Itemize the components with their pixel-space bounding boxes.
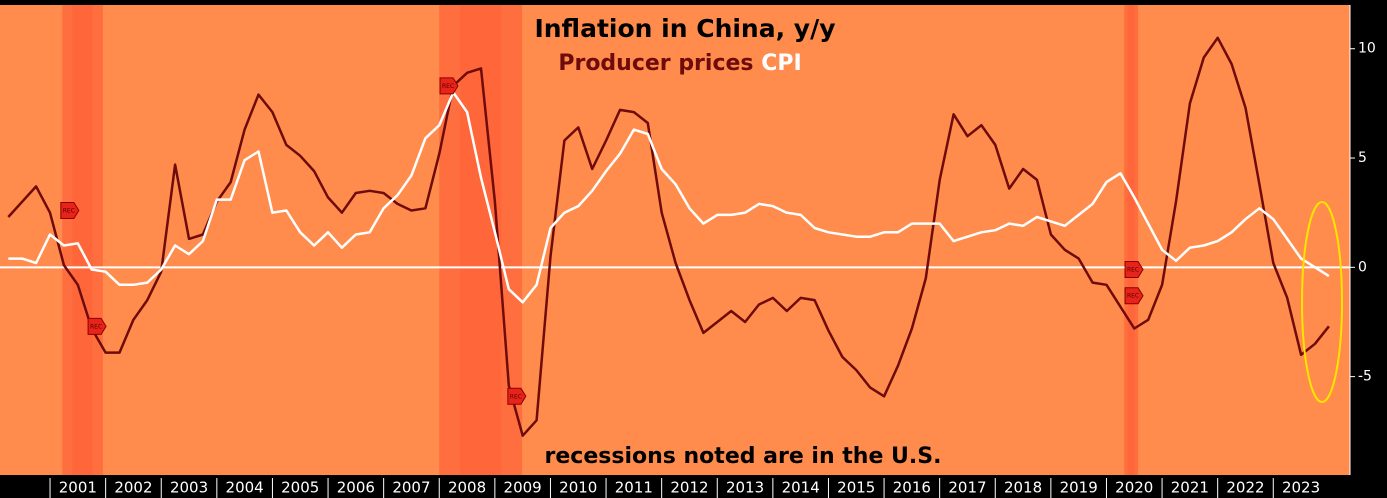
x-tick-label: 2016	[893, 479, 931, 497]
x-tick-label: 2003	[170, 479, 208, 497]
x-tick-label: 2019	[1060, 479, 1098, 497]
x-tick-label: 2014	[782, 479, 820, 497]
x-tick-label: 2023	[1282, 479, 1320, 497]
x-tick-label: 2006	[337, 479, 375, 497]
x-tick-label: 2007	[392, 479, 430, 497]
rec-flag	[60, 201, 80, 219]
recession-band-core	[459, 5, 502, 475]
x-tick-label: 2004	[226, 479, 264, 497]
x-tick-label: 2022	[1226, 479, 1264, 497]
x-tick-label: 2017	[948, 479, 986, 497]
y-tick-label: 10	[1358, 41, 1376, 57]
recession-band-core	[1127, 5, 1135, 475]
legend-entry: Producer prices	[558, 51, 753, 76]
recession-band-core	[72, 5, 93, 475]
annotation: recessions noted are in the U.S.	[545, 444, 942, 469]
rec-flag-label: REC	[63, 207, 75, 214]
y-tick-label: 0	[1358, 259, 1367, 275]
series-line	[8, 91, 1330, 304]
x-tick-label: 2020	[1115, 479, 1153, 497]
rec-flag-label: REC	[1127, 267, 1139, 274]
series-line	[7, 36, 1330, 437]
rec-flag-label: REC	[442, 83, 454, 90]
legend: Producer prices CPI	[558, 51, 801, 76]
legend-entry: CPI	[761, 51, 801, 76]
x-tick-label: 2005	[281, 479, 319, 497]
x-tick-label: 2001	[59, 479, 97, 497]
rec-flag	[439, 77, 459, 95]
x-tick-label: 2002	[114, 479, 152, 497]
x-tick-label: 2009	[504, 479, 542, 497]
x-tick-label: 2018	[1004, 479, 1042, 497]
x-tick-label: 2008	[448, 479, 486, 497]
rec-flag-label: REC	[1127, 293, 1139, 300]
rec-flag	[507, 387, 527, 405]
x-tick-label: 2010	[559, 479, 597, 497]
x-tick-label: 2012	[670, 479, 708, 497]
rec-flag	[1124, 287, 1144, 305]
x-tick-label: 2011	[615, 479, 653, 497]
y-tick-label: -5	[1358, 369, 1372, 385]
rec-flag-label: REC	[510, 393, 522, 400]
y-tick-label: 5	[1358, 150, 1367, 166]
chart-title: Inflation in China, y/y	[534, 14, 835, 43]
x-tick-label: 2015	[837, 479, 875, 497]
x-tick-label: 2021	[1171, 479, 1209, 497]
rec-flag-label: REC	[90, 323, 102, 330]
highlight-ellipse	[1301, 201, 1343, 403]
x-tick-label: 2013	[726, 479, 764, 497]
rec-flag	[1124, 261, 1144, 279]
rec-flag	[87, 317, 107, 335]
